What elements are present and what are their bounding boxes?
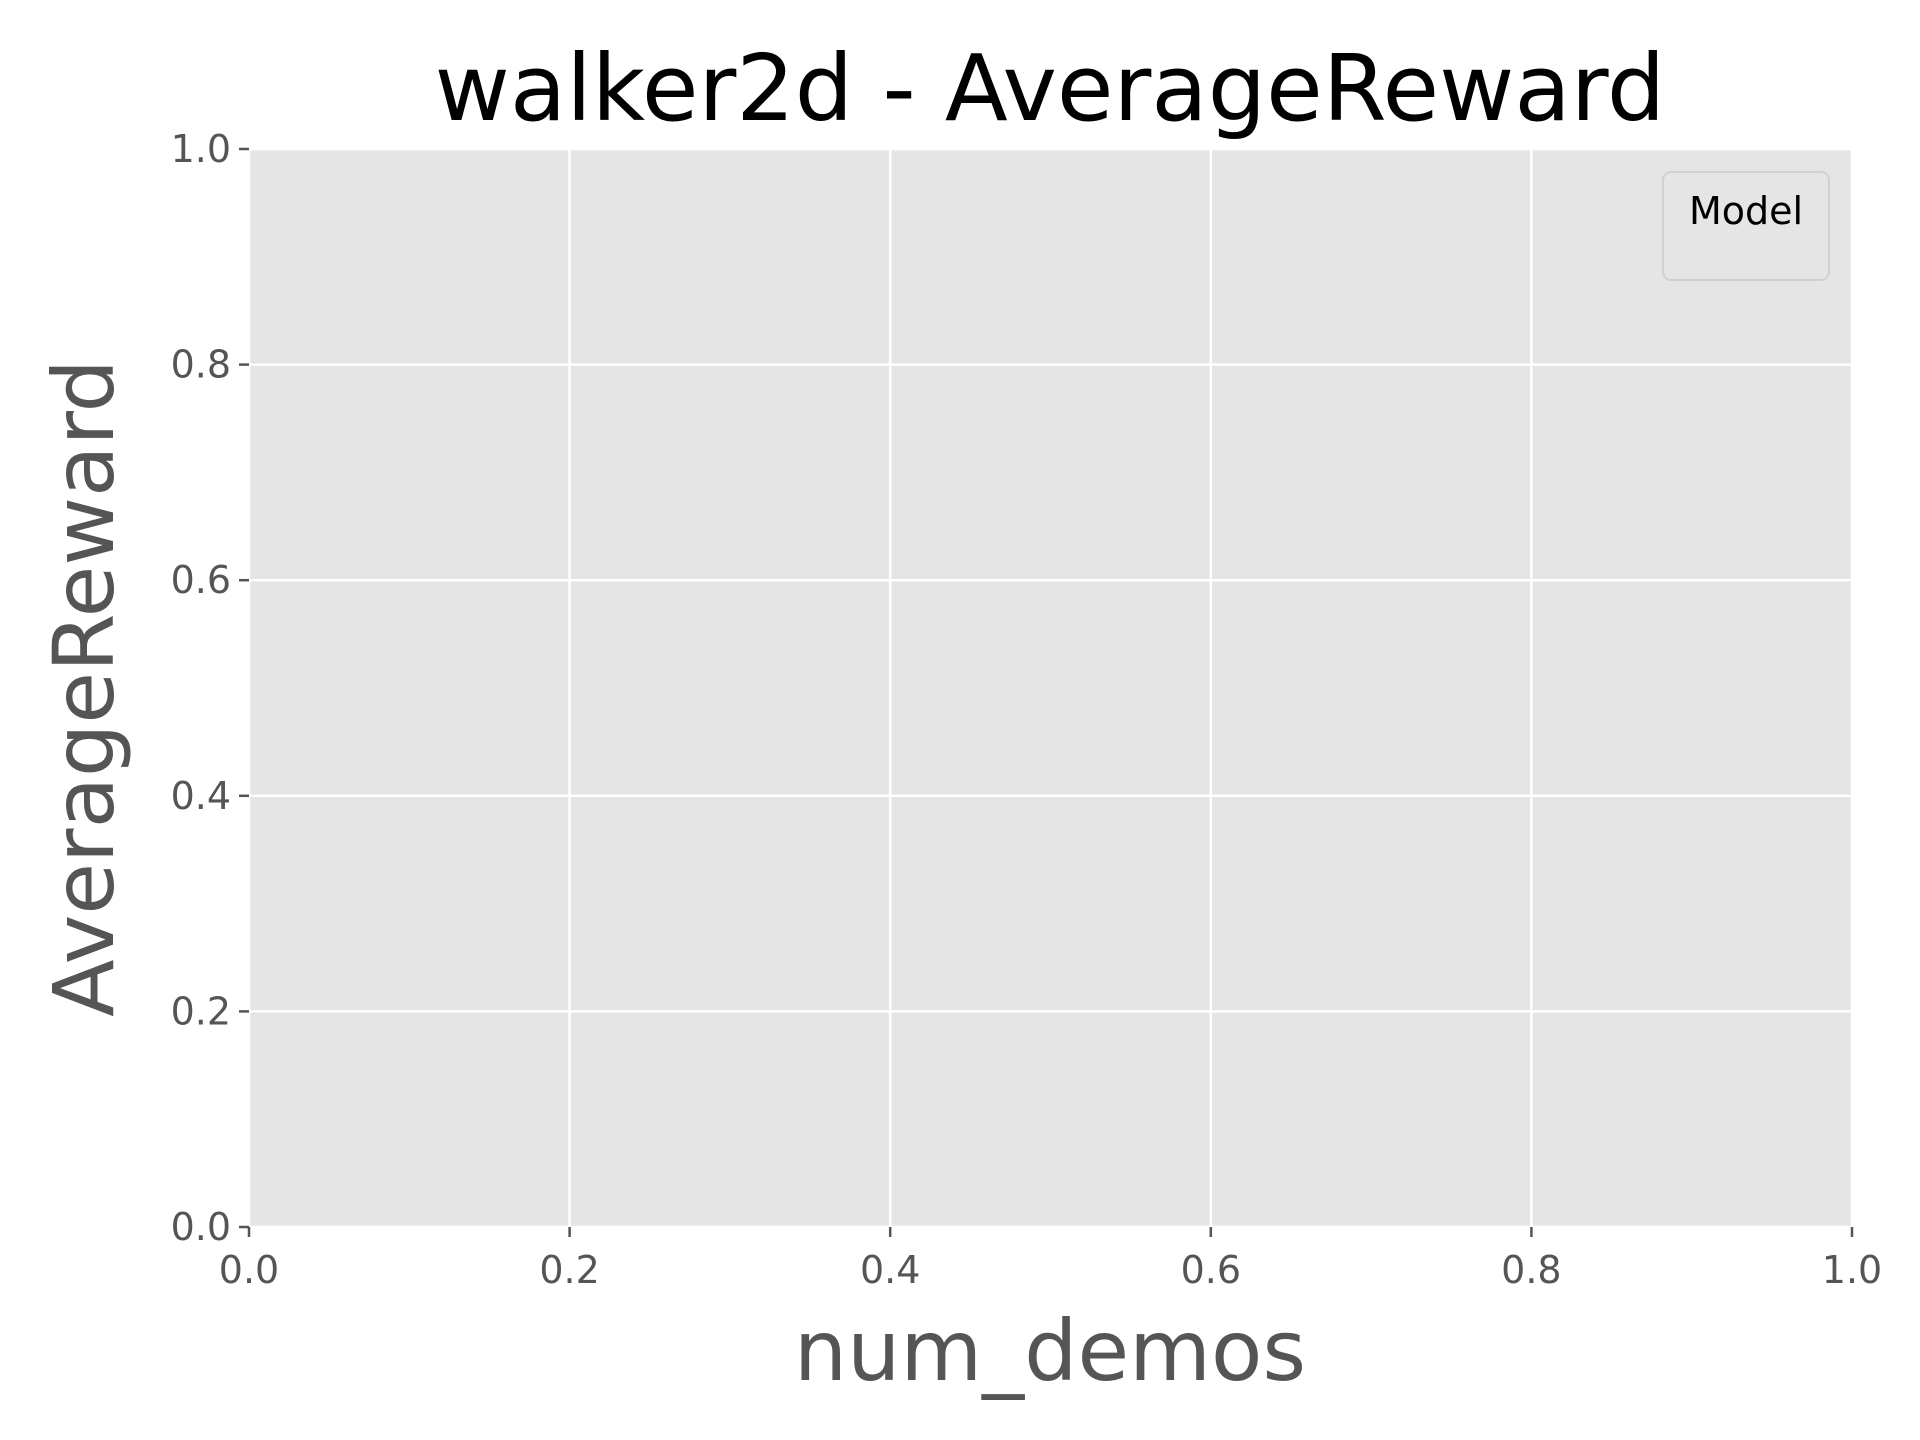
x-tick-label: 0.0 <box>219 1248 279 1292</box>
y-tick-label: 0.4 <box>171 774 231 818</box>
x-tick-label: 0.2 <box>539 1248 599 1292</box>
y-tick-label: 1.0 <box>171 127 231 171</box>
x-tick-label: 0.6 <box>1181 1248 1241 1292</box>
y-tick-label: 0.0 <box>171 1205 231 1249</box>
x-axis-label: num_demos <box>794 1302 1306 1400</box>
x-tick-label: 0.8 <box>1501 1248 1561 1292</box>
y-tick-label: 0.2 <box>171 989 231 1033</box>
x-tick-label: 0.4 <box>860 1248 920 1292</box>
legend-box <box>1662 171 1830 281</box>
grid-lines <box>247 147 1854 1229</box>
x-tick-label: 1.0 <box>1822 1248 1882 1292</box>
legend: Model <box>1662 171 1830 281</box>
y-axis-label: AverageReward <box>35 359 133 1017</box>
chart-title: walker2d - AverageReward <box>435 35 1666 142</box>
y-tick-label: 0.6 <box>171 558 231 602</box>
legend-title: Model <box>1689 189 1803 233</box>
y-tick-label: 0.8 <box>171 343 231 387</box>
axis-ticks: 0.0 0.2 0.4 0.6 0.8 1.0 0.0 0.2 0.4 0.6 0.8 1.0 <box>171 127 1883 1292</box>
plot-area <box>249 149 1852 1227</box>
